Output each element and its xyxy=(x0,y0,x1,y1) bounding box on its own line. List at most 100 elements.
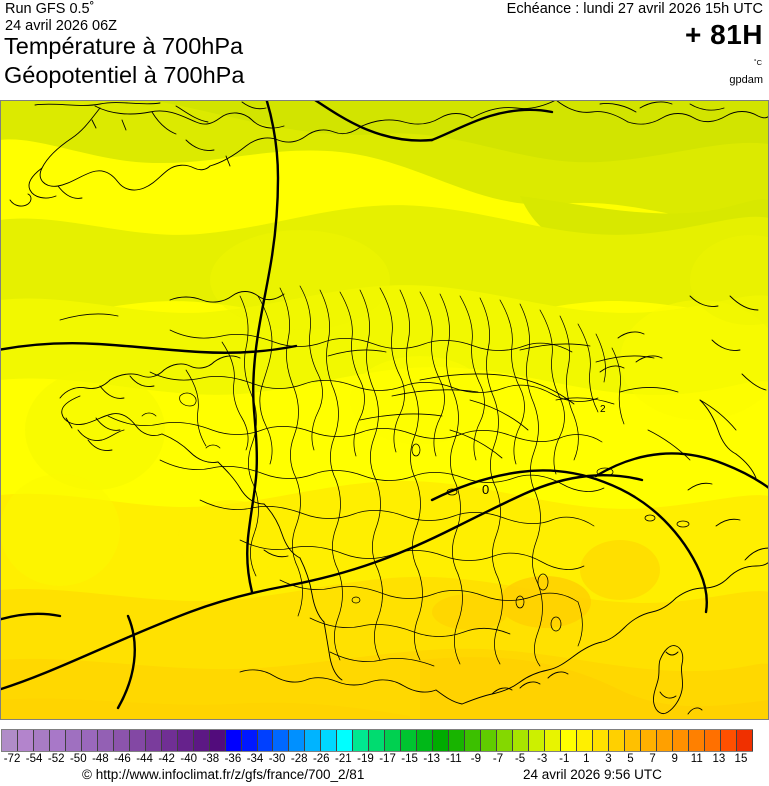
colorbar-tick-label: 9 xyxy=(671,753,678,765)
run-model-label: Run GFS 0.5˚ xyxy=(5,1,95,17)
colorbar-cell[interactable] xyxy=(656,730,673,751)
colorbar-cell[interactable] xyxy=(193,730,210,751)
colorbar-cell[interactable] xyxy=(608,730,625,751)
colorbar-tick-label: -54 xyxy=(25,753,43,765)
colorbar-cell[interactable] xyxy=(145,730,162,751)
map-header: Run GFS 0.5˚ 24 avril 2026 06Z Températu… xyxy=(0,0,769,100)
colorbar-cell[interactable] xyxy=(321,730,338,751)
colorbar-cell[interactable] xyxy=(129,730,146,751)
source-credit-link[interactable]: © http://www.infoclimat.fr/z/gfs/france/… xyxy=(82,767,365,782)
colorbar-cell[interactable] xyxy=(672,730,689,751)
colorbar-cell[interactable] xyxy=(289,730,306,751)
colorbar-tick-label: -7 xyxy=(492,753,504,765)
colorbar-tick-label: -50 xyxy=(69,753,87,765)
colorbar-strip[interactable] xyxy=(1,729,753,752)
colorbar-tick-label: -17 xyxy=(379,753,396,765)
colorbar-cell[interactable] xyxy=(576,730,593,751)
colorbar-tick-label: -21 xyxy=(335,753,352,765)
colorbar-cell[interactable] xyxy=(465,730,482,751)
contour-label-0: 0 xyxy=(482,482,489,497)
colorbar-cell[interactable] xyxy=(449,730,466,751)
colorbar-tick-label: -1 xyxy=(559,753,570,765)
colorbar-tick-label: 15 xyxy=(734,753,748,765)
colorbar-tick-label: -28 xyxy=(290,753,308,765)
colorbar-cell[interactable] xyxy=(305,730,322,751)
colorbar-cell[interactable] xyxy=(528,730,545,751)
colorbar-cell[interactable] xyxy=(513,730,529,751)
contour-labels: 0 2 xyxy=(482,404,606,497)
temperature-shading xyxy=(0,100,769,720)
colorbar-cell[interactable] xyxy=(241,730,258,751)
colorbar-cell[interactable] xyxy=(401,730,418,751)
contour-label-2: 2 xyxy=(600,404,606,415)
colorbar-tick-label: -40 xyxy=(180,753,198,765)
colorbar-tick-label: -42 xyxy=(158,753,175,765)
colorbar-tick-label: -72 xyxy=(3,753,21,765)
temperature-field-svg: 0 2 xyxy=(0,100,769,720)
colorbar-cell[interactable] xyxy=(113,730,130,751)
colorbar-cell[interactable] xyxy=(177,730,194,751)
forecast-hour-badge: + 81H xyxy=(685,19,763,50)
colorbar-tick-label: -3 xyxy=(537,753,548,765)
colorbar-tick-label: -5 xyxy=(514,753,526,765)
map-footer: © http://www.infoclimat.fr/z/gfs/france/… xyxy=(0,766,769,786)
temperature-unit-label: ˚C xyxy=(754,58,762,67)
colorbar-tick-label: 7 xyxy=(649,753,656,765)
colorbar-tick-label: -26 xyxy=(312,753,330,765)
colorbar-cell[interactable] xyxy=(257,730,274,751)
geopotential-contours xyxy=(0,100,769,710)
colorbar-tick-label: 3 xyxy=(605,753,612,765)
colorbar-cell[interactable] xyxy=(560,730,577,751)
colorbar-cell[interactable] xyxy=(704,730,721,751)
forecast-validity-label: Echéance : lundi 27 avril 2026 15h UTC xyxy=(506,1,763,17)
colorbar-cell[interactable] xyxy=(624,730,641,751)
geopotential-unit-label: gpdam xyxy=(729,74,763,86)
colorbar-tick-label: 1 xyxy=(583,753,590,765)
colorbar-cell[interactable] xyxy=(497,730,513,751)
colorbar-cell[interactable] xyxy=(385,730,402,751)
colorbar-cell[interactable] xyxy=(209,730,226,751)
secondary-contours xyxy=(59,313,737,461)
colorbar-cell[interactable] xyxy=(736,730,753,751)
colorbar-cell[interactable] xyxy=(433,730,450,751)
colorbar-tick-label: -19 xyxy=(357,753,374,765)
colorbar-cell[interactable] xyxy=(65,730,82,751)
page-title-line-1: Température à 700hPa xyxy=(4,33,244,59)
colorbar-cell[interactable] xyxy=(2,730,18,751)
colorbar-cell[interactable] xyxy=(97,730,114,751)
colorbar-tick-label: 13 xyxy=(712,753,726,765)
colorbar-tick-label: -46 xyxy=(114,753,131,765)
colorbar-cell[interactable] xyxy=(544,730,561,751)
run-date-label: 24 avril 2026 06Z xyxy=(5,18,118,34)
colorbar-cell[interactable] xyxy=(688,730,705,751)
colorbar-cell[interactable] xyxy=(481,730,498,751)
colorbar-cell[interactable] xyxy=(225,730,242,751)
colorbar-cell[interactable] xyxy=(592,730,609,751)
generated-timestamp: 24 avril 2026 9:56 UTC xyxy=(523,767,662,782)
colorbar-cell[interactable] xyxy=(49,730,66,751)
colorbar-cell[interactable] xyxy=(640,730,657,751)
weather-map[interactable]: 0 2 xyxy=(0,100,769,720)
colorbar-cell[interactable] xyxy=(33,730,50,751)
colorbar-cell[interactable] xyxy=(720,730,737,751)
colorbar-tick-label: -30 xyxy=(268,753,286,765)
colorbar-tick-label: 11 xyxy=(690,753,703,765)
colorbar-cell[interactable] xyxy=(417,730,434,751)
colorbar-cell[interactable] xyxy=(17,730,34,751)
colorbar-tick-label: -15 xyxy=(401,753,418,765)
colorbar-tick-label: 5 xyxy=(627,753,634,765)
colorbar-tick-label: -52 xyxy=(47,753,65,765)
coastline-and-borders xyxy=(9,100,769,715)
colorbar-tick-label: -13 xyxy=(423,753,441,765)
colorbar-cell[interactable] xyxy=(273,730,290,751)
colorbar-cell[interactable] xyxy=(81,730,98,751)
colorbar-cell[interactable] xyxy=(369,730,386,751)
colorbar-tick-label: -48 xyxy=(92,753,109,765)
colorbar-tick-label: -38 xyxy=(202,753,220,765)
colorbar-cell[interactable] xyxy=(353,730,370,751)
temperature-colorbar[interactable]: -72 -54 -52 -50 -48 -46 -44 -42 -40 -38 -36 -34 -30-… xyxy=(0,729,769,765)
colorbar-tick-label: -36 xyxy=(224,753,242,765)
colorbar-cell[interactable] xyxy=(161,730,178,751)
colorbar-cell[interactable] xyxy=(337,730,354,751)
colorbar-tick-label: -9 xyxy=(470,753,481,765)
